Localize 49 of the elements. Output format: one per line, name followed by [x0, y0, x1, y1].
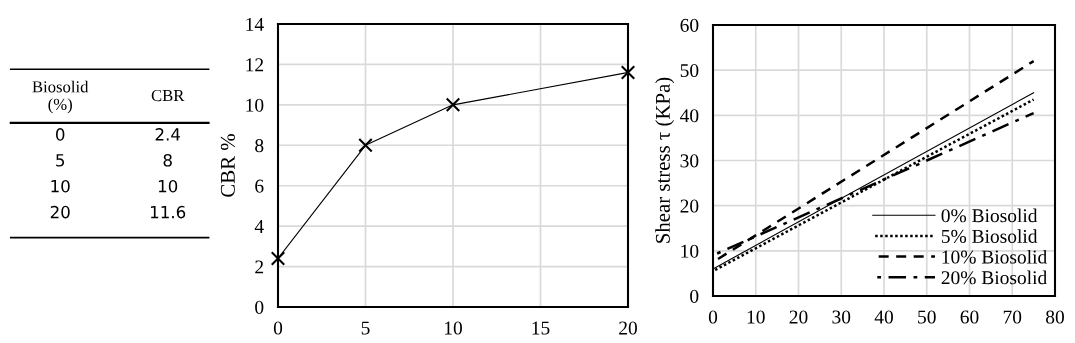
text: 2.4 — [155, 128, 181, 141]
y-tick-label: 0 — [255, 300, 264, 314]
legend-label: 5% Biosolid — [941, 229, 1038, 243]
x-tick-label: 10 — [444, 321, 462, 335]
text: 10 — [51, 179, 70, 193]
x-tick-label: 50 — [918, 310, 936, 324]
point — [445, 97, 461, 113]
x-tick-label: 10 — [747, 310, 765, 324]
x-tick-label: 30 — [832, 310, 851, 324]
text: 11.6 — [150, 205, 186, 219]
category-label: CBR — [151, 89, 185, 102]
y-tick-label: 50 — [680, 63, 699, 78]
legend-label: 10% Biosolid — [942, 249, 1047, 264]
y-tick-label: 10 — [681, 244, 699, 258]
y-tick-label: 4 — [254, 220, 264, 233]
x-tick-label: 0 — [273, 321, 283, 335]
x-tick-label: 0 — [708, 310, 718, 324]
y-tick-label: 30 — [680, 154, 699, 168]
y-tick-label: 8 — [255, 139, 264, 153]
y-tick-label: 12 — [246, 58, 264, 72]
x-tick-label: 70 — [1003, 310, 1022, 324]
text: 0 — [56, 128, 65, 141]
y-tick-label: 60 — [680, 18, 699, 32]
y-tick-label: 20 — [680, 199, 699, 213]
text: 8 — [163, 153, 172, 167]
x-tick-label: 80 — [1046, 310, 1064, 324]
x-tick-label: 20 — [619, 321, 637, 335]
category-label: Biosolid (%) — [32, 80, 89, 114]
y-axis-title: CBR % — [220, 134, 235, 197]
y-tick-label: 10 — [246, 98, 264, 112]
legend-label: 0% Biosolid — [941, 208, 1038, 223]
x-tick-label: 5 — [361, 321, 370, 335]
x-tick-label: 40 — [874, 310, 893, 324]
y-tick-label: 6 — [255, 179, 264, 193]
text: 20 — [50, 205, 70, 219]
text: 5 — [56, 154, 65, 167]
y-axis-title: Shear stress τ (KPa) — [655, 77, 675, 243]
y-tick-label: 40 — [680, 109, 699, 123]
legend-label: 20% Biosolid — [941, 270, 1047, 285]
y-tick-label: 14 — [246, 17, 264, 31]
point — [358, 138, 373, 153]
y-tick-label: 2 — [255, 260, 264, 274]
x-tick-label: 20 — [789, 310, 808, 324]
point — [270, 251, 286, 266]
text: 10 — [158, 179, 178, 193]
x-tick-label: 15 — [532, 321, 550, 335]
y-tick-label: 0 — [690, 289, 699, 303]
point — [620, 65, 636, 80]
x-tick-label: 60 — [960, 310, 979, 324]
